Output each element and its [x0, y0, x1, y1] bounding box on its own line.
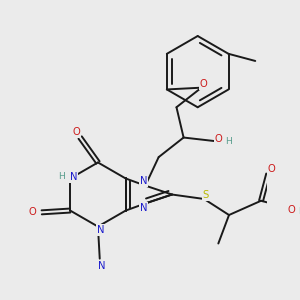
Text: O: O	[268, 164, 276, 174]
Text: O: O	[73, 127, 80, 137]
Text: N: N	[140, 203, 147, 213]
Text: O: O	[287, 205, 295, 215]
Text: H: H	[298, 207, 300, 216]
Text: O: O	[199, 79, 207, 89]
Text: N: N	[140, 176, 147, 186]
Text: N: N	[97, 225, 104, 235]
Text: H: H	[226, 136, 232, 146]
Text: H: H	[58, 172, 65, 181]
Text: O: O	[214, 134, 222, 144]
Text: N: N	[70, 172, 77, 182]
Text: S: S	[203, 190, 209, 200]
Text: N: N	[98, 261, 105, 271]
Text: O: O	[29, 207, 37, 217]
